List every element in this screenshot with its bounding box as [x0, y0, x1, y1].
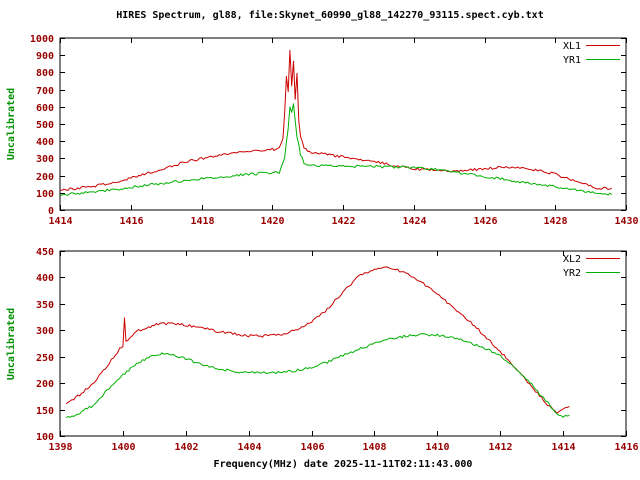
y-tick-label: 100 — [36, 189, 54, 200]
plot-border — [59, 250, 627, 437]
y-tick-label: 150 — [36, 406, 54, 417]
x-tick-label: 1400 — [111, 442, 135, 453]
x-tick-label: 1424 — [402, 216, 426, 227]
y-axis-label-top: Uncalibrated — [5, 88, 17, 160]
x-tick-label: 1406 — [300, 442, 324, 453]
y-tick-label: 200 — [36, 379, 54, 390]
legend-label-yr1: YR1 — [563, 55, 581, 66]
legend-label-xl1: XL1 — [563, 41, 581, 52]
y-tick-label: 300 — [36, 326, 54, 337]
y-tick-label: 900 — [36, 51, 54, 62]
x-tick-label: 1416 — [119, 216, 143, 227]
y-tick-label: 400 — [36, 273, 54, 284]
chart-title: HIRES Spectrum, gl88, file:Skynet_60990_… — [116, 9, 543, 21]
x-tick-label: 1420 — [260, 216, 284, 227]
x-tick-label: 1410 — [425, 442, 449, 453]
x-tick-label: 1414 — [48, 216, 72, 227]
top-chart-plot: 1414 1416 1418 1420 1422 1424 1426 1428 1430 0 100… — [30, 34, 639, 227]
y-tick-label: 100 — [36, 432, 54, 443]
legend-label-xl2: XL2 — [563, 254, 581, 265]
y-tick-label: 300 — [36, 154, 54, 165]
legend-label-yr2: YR2 — [563, 268, 581, 279]
x-tick-label: 1398 — [48, 442, 72, 453]
bottom-chart-plot: 1398 1400 1402 1404 1406 1408 1410 1412 1414 1416… — [36, 247, 639, 453]
y-tick-label: 200 — [36, 172, 54, 183]
x-tick-label: 1422 — [331, 216, 355, 227]
x-tick-label: 1404 — [237, 442, 261, 453]
x-tick-label: 1418 — [190, 216, 214, 227]
x-tick-label: 1416 — [614, 442, 638, 453]
series-line-yr1 — [59, 103, 613, 197]
y-tick-label: 0 — [48, 206, 54, 217]
series-line-xl1 — [59, 49, 613, 191]
y-tick-label: 350 — [36, 300, 54, 311]
y-tick-label: 700 — [36, 86, 54, 97]
x-tick-label: 1426 — [473, 216, 497, 227]
y-tick-label: 800 — [36, 68, 54, 79]
x-tick-label: 1430 — [614, 216, 638, 227]
x-tick-label: 1402 — [174, 442, 198, 453]
x-tick-label: 1412 — [488, 442, 512, 453]
y-tick-label: 500 — [36, 120, 54, 131]
x-axis-label: Frequency(MHz) date 2025-11-11T02:11:43.… — [214, 459, 473, 470]
series-line-xl2 — [65, 266, 570, 414]
y-tick-label: 450 — [36, 247, 54, 258]
series-line-yr2 — [66, 333, 570, 419]
y-tick-label: 600 — [36, 103, 54, 114]
y-axis-label-bottom: Uncalibrated — [5, 308, 17, 380]
y-tick-label: 1000 — [30, 34, 54, 45]
x-tick-label: 1414 — [551, 442, 575, 453]
y-tick-label: 250 — [36, 353, 54, 364]
y-tick-label: 400 — [36, 137, 54, 148]
x-tick-label: 1428 — [543, 216, 567, 227]
x-tick-label: 1408 — [362, 442, 386, 453]
